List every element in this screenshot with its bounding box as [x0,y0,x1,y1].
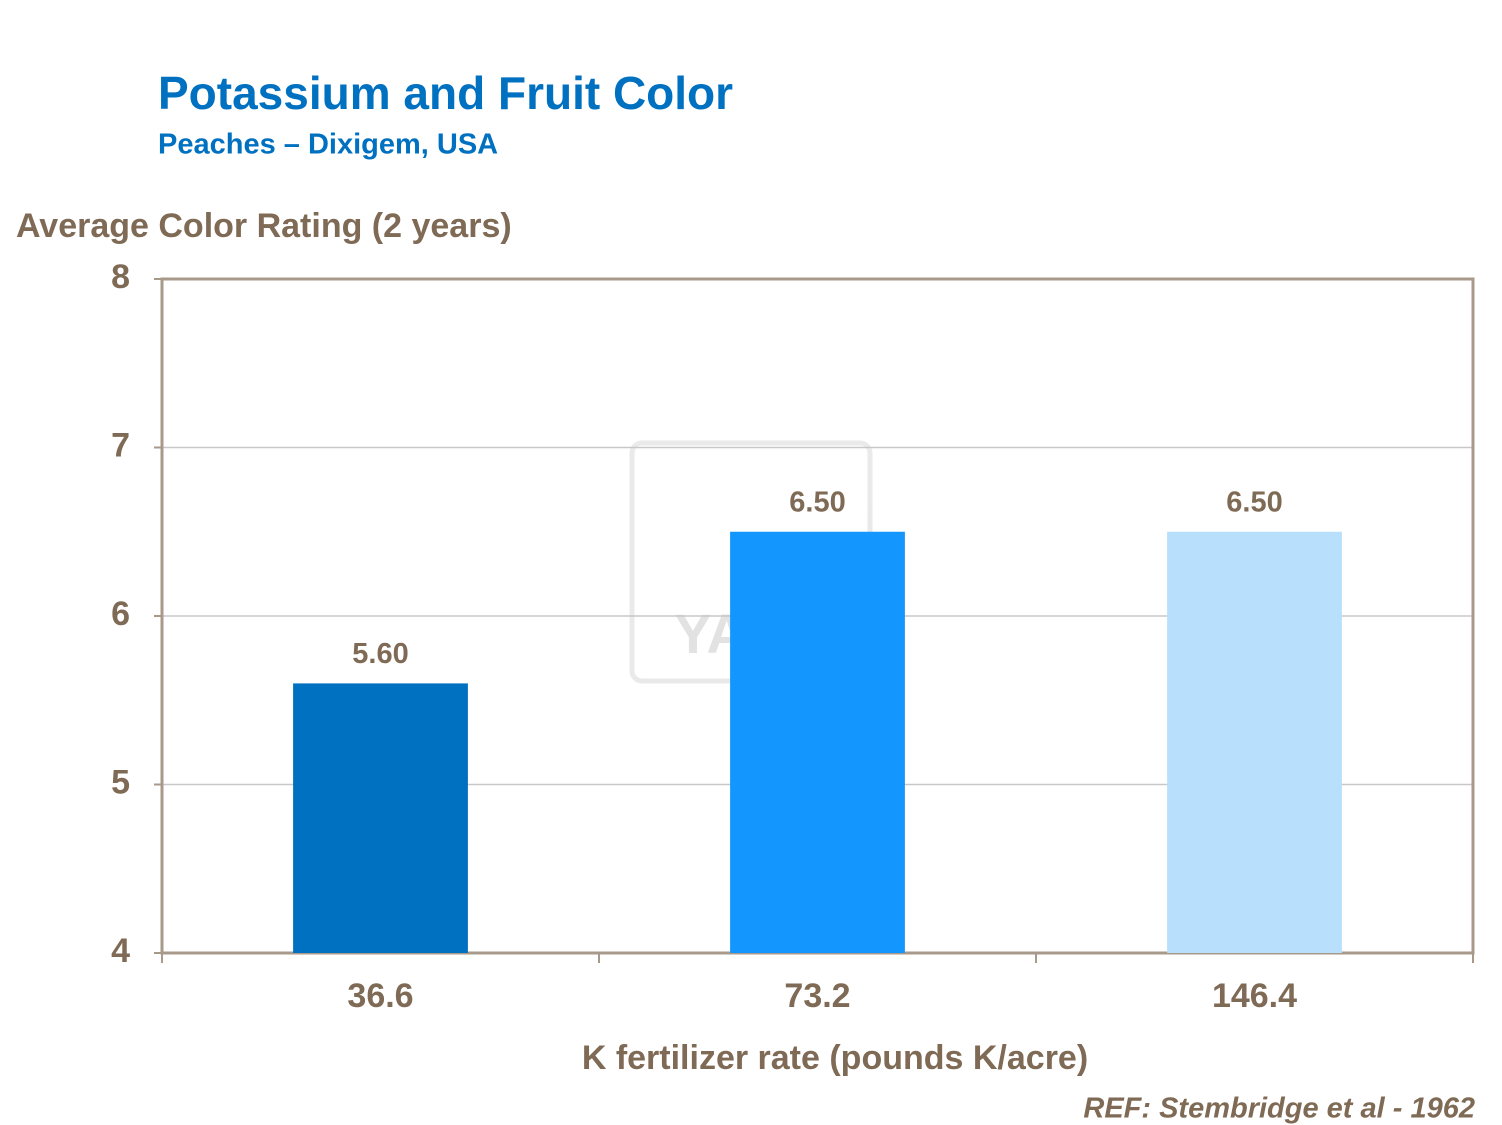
y-tick-label: 5 [111,763,130,801]
y-tick-label: 4 [111,932,130,970]
x-axis-label: K fertilizer rate (pounds K/acre) [582,1039,1088,1077]
data-label: 5.60 [352,638,408,670]
y-tick-label: 6 [111,595,130,633]
reference-note: REF: Stembridge et al - 1962 [1083,1093,1475,1125]
x-tick-label: 146.4 [1212,977,1297,1015]
data-label: 6.50 [1226,486,1282,518]
bar [730,531,905,953]
x-tick-label: 73.2 [784,977,850,1015]
y-tick-label: 8 [111,258,130,296]
y-tick-label: 7 [111,426,130,464]
data-label: 6.50 [789,486,845,518]
y-axis-label: Average Color Rating (2 years) [16,207,512,245]
chart-title: Potassium and Fruit Color [158,67,733,119]
x-tick-label: 36.6 [347,977,413,1015]
bar [293,683,468,953]
bar [1167,531,1342,953]
chart-subtitle: Peaches – Dixigem, USA [158,129,498,161]
